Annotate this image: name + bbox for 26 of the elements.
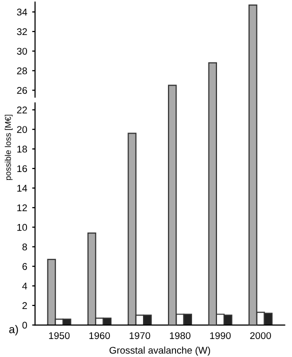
- x-tick-label: 1970: [130, 332, 150, 340]
- x-axis-title: Grosstal avalanche (W): [110, 346, 210, 356]
- y-axis-title: possible loss [M€]: [4, 114, 13, 180]
- y-tick-label: 26: [17, 86, 27, 94]
- y-tick-label: 20: [17, 126, 28, 133]
- y-tick-label: 0: [22, 322, 28, 329]
- x-tick-label: 1980: [170, 332, 190, 340]
- y-tick-label: 12: [17, 204, 27, 212]
- y-tick-label: 28: [17, 67, 27, 74]
- y-tick-label: 16: [17, 165, 27, 172]
- y-tick-label: 4: [22, 282, 28, 290]
- text: a): [9, 325, 18, 336]
- y-tick-label: 8: [22, 243, 27, 250]
- x-tick-label: 2000: [250, 332, 271, 340]
- y-tick-label: 22: [17, 106, 27, 114]
- y-tick-label: 30: [16, 48, 28, 55]
- x-tick-label: 1960: [89, 332, 110, 340]
- y-tick-label: 34: [16, 8, 28, 16]
- x-tick-label: 1990: [210, 332, 231, 340]
- y-tick-label: 6: [22, 263, 27, 270]
- x-tick-label: 1950: [49, 332, 70, 340]
- y-tick-label: 18: [17, 146, 27, 153]
- y-tick-label: 10: [17, 224, 28, 231]
- y-tick-label: 2: [22, 302, 27, 309]
- y-tick-label: 32: [16, 28, 27, 36]
- y-tick-label: 14: [17, 184, 28, 192]
